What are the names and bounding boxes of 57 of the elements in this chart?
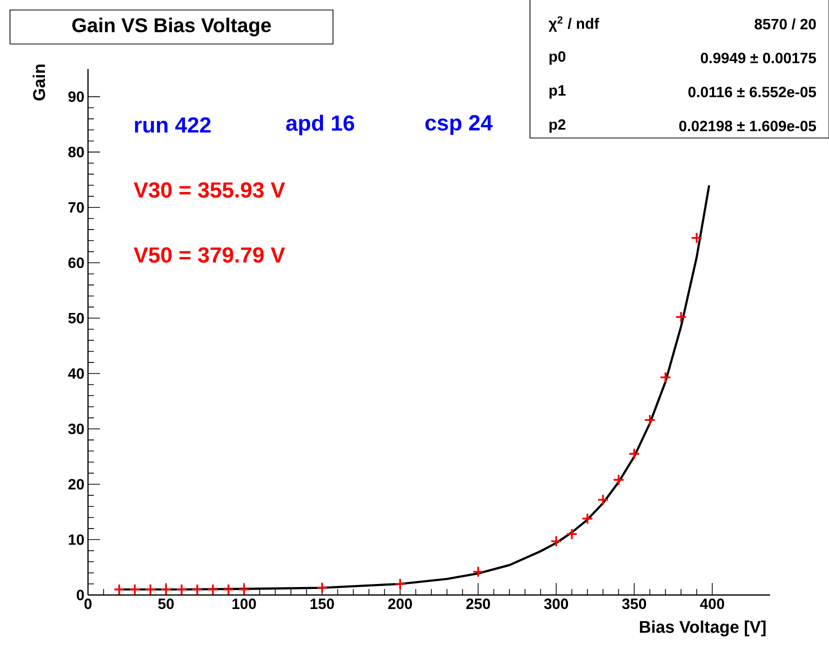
- y-tick-label: 70: [68, 202, 84, 213]
- text: p0: [550, 51, 566, 65]
- x-tick-label: 200: [388, 598, 412, 610]
- x-tick-label: 50: [158, 598, 174, 610]
- annotation: V50 = 379.79 V: [134, 247, 286, 263]
- x-tick-label: 350: [622, 598, 646, 610]
- point: [690, 232, 703, 244]
- point: [222, 584, 234, 596]
- point: [176, 584, 188, 596]
- y-tick-label: 50: [68, 312, 84, 324]
- y-tick-label: 60: [68, 257, 84, 268]
- annotation: apd 16: [286, 114, 354, 136]
- text: 0.9949 ± 0.00175: [700, 52, 816, 64]
- point: [128, 584, 141, 596]
- point: [238, 584, 250, 596]
- annotation: 0.0116 ± 6.552e-05: [688, 86, 816, 98]
- point: [206, 584, 219, 596]
- x-tick-label: 150: [310, 598, 334, 610]
- x-tick-label: 400: [700, 598, 724, 610]
- annotation: csp 24: [425, 115, 493, 135]
- point: [316, 582, 328, 594]
- text: χ$^{2}$ / ndf: [548, 16, 600, 32]
- point: [566, 528, 578, 540]
- x-tick-label: 100: [232, 598, 256, 610]
- x-tick-label: 250: [466, 598, 490, 610]
- y-tick-label: 80: [68, 146, 84, 158]
- point: [550, 535, 562, 548]
- x-tick-label: 0: [84, 598, 92, 610]
- point: [191, 584, 204, 596]
- annotation: run 422: [134, 117, 211, 133]
- point: [675, 311, 687, 323]
- x-tick-label: 300: [544, 598, 568, 610]
- y-tick-label: 0: [76, 590, 84, 600]
- annotation: 0.02198 ± 1.609e-05: [679, 120, 816, 132]
- y-tick-label: 30: [68, 424, 84, 434]
- point: [160, 584, 172, 596]
- point: [644, 414, 656, 426]
- point: [394, 578, 406, 590]
- chart-title: Gain VS Bias Voltage: [72, 18, 271, 36]
- annotation: V30 = 355.93 V: [134, 182, 286, 198]
- point: [472, 566, 484, 578]
- point: [597, 494, 609, 506]
- y-tick-label: 10: [68, 534, 84, 545]
- point: [582, 512, 594, 524]
- annotation: p1: [550, 85, 566, 99]
- y-tick-label: 40: [68, 368, 84, 379]
- point: [660, 371, 672, 384]
- point: [612, 474, 625, 486]
- x-axis-title: Bias Voltage [V]: [640, 620, 766, 636]
- text: 8570 / 20: [754, 18, 816, 30]
- y-tick-label: 20: [68, 478, 84, 490]
- point: [113, 584, 126, 596]
- point: [628, 448, 640, 460]
- y-tick-label: 90: [68, 91, 84, 102]
- point: [144, 584, 156, 596]
- y-axis-title: Gain: [32, 64, 46, 101]
- annotation: p2: [550, 119, 566, 133]
